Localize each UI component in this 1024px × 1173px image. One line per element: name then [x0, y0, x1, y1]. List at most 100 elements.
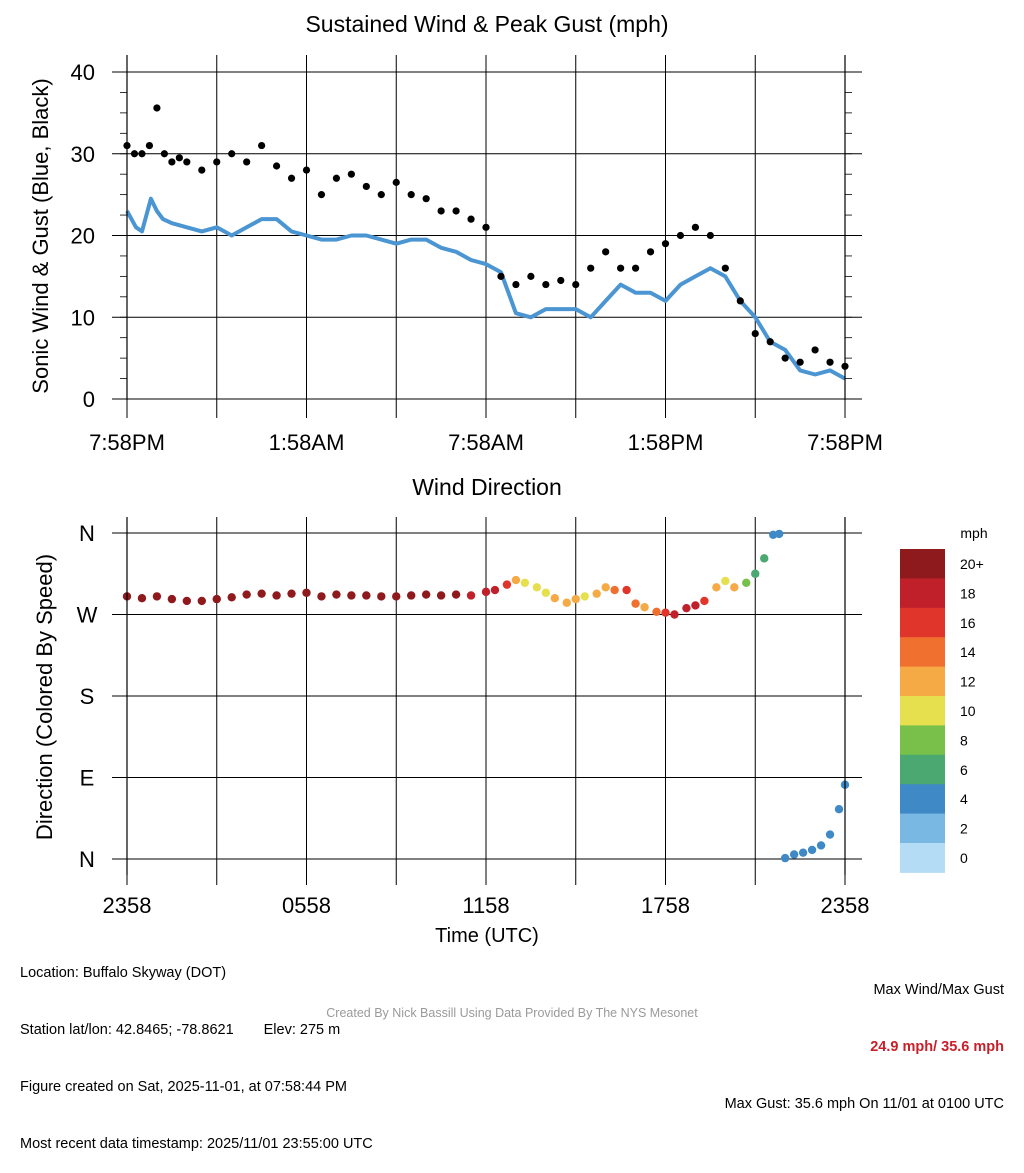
direction-point: [610, 585, 619, 595]
bottom-y-axis-label: Direction (Colored By Speed): [32, 554, 57, 840]
direction-point: [466, 591, 476, 600]
gust-point: [362, 182, 370, 191]
gust-point: [145, 141, 154, 150]
wind-gust-chart: Sustained Wind & Peak Gust (mph) Sonic W…: [28, 11, 883, 455]
direction-point: [834, 804, 844, 814]
direction-point: [257, 589, 266, 598]
gust-point: [691, 223, 700, 231]
top-y-tick-label: 40: [71, 60, 95, 85]
bottom-chart-title: Wind Direction: [412, 474, 562, 500]
direction-point: [227, 593, 236, 602]
bottom-axes: N E S W N 2358 0558 1158 1758 2358: [77, 517, 869, 918]
gust-point: [512, 280, 520, 289]
top-x-tick-label: 1:58PM: [628, 430, 704, 455]
location-text: Location: Buffalo Skyway (DOT): [20, 965, 227, 981]
gust-point: [160, 150, 168, 158]
colorbar-swatch: [900, 843, 945, 873]
direction-point: [287, 589, 296, 598]
gust-point: [661, 240, 670, 248]
gust-point: [482, 223, 490, 231]
bottom-y-tick-label: S: [80, 684, 95, 709]
bottom-x-tick-label: 2358: [103, 893, 152, 918]
colorbar-label: 16: [960, 615, 976, 631]
top-chart-title: Sustained Wind & Peak Gust (mph): [305, 11, 668, 37]
gust-point: [347, 170, 355, 178]
colorbar-label: 2: [960, 821, 968, 837]
gust-point: [183, 158, 191, 166]
gust-point: [138, 150, 146, 158]
recent-data-text: Most recent data timestamp: 2025/11/01 2…: [20, 1136, 373, 1152]
colorbar-label: 14: [960, 644, 976, 660]
direction-point: [490, 585, 500, 595]
credit-text: Created By Nick Bassill Using Data Provi…: [326, 1006, 698, 1020]
colorbar-swatch: [900, 549, 945, 579]
gust-point: [130, 150, 139, 158]
gust-point: [572, 280, 580, 289]
bottom-grid: [112, 517, 862, 875]
gust-point: [392, 178, 400, 186]
direction-point: [751, 569, 760, 578]
direction-point: [670, 610, 679, 619]
direction-point: [532, 583, 542, 592]
gust-point: [796, 358, 804, 366]
top-y-tick-label: 0: [83, 387, 95, 412]
direction-point: [661, 608, 670, 617]
direction-point: [601, 583, 610, 592]
direction-point: [212, 594, 221, 604]
gust-point: [811, 346, 819, 354]
colorbar-label: 18: [960, 585, 976, 601]
top-series: [123, 104, 849, 381]
colorbar-label: 6: [960, 762, 968, 778]
sustained-wind-line: [125, 196, 846, 381]
direction-point: [407, 591, 416, 600]
top-x-tick-label: 7:58PM: [89, 430, 165, 455]
direction-point: [700, 596, 709, 606]
colorbar-swatch: [900, 813, 945, 844]
gust-point: [602, 248, 610, 256]
direction-point: [742, 578, 751, 588]
gust-point: [175, 154, 183, 162]
gust-point: [736, 297, 744, 305]
gust-point: [467, 215, 475, 223]
direction-point: [451, 590, 461, 599]
colorbar-label: 20+: [960, 556, 984, 572]
direction-point: [580, 592, 589, 601]
top-grid: [112, 55, 862, 400]
gust-point: [587, 264, 595, 272]
bottom-x-tick-label: 1158: [462, 893, 509, 918]
station-info: Location: Buffalo Skyway (DOT) Station l…: [20, 926, 373, 1173]
direction-point: [421, 590, 431, 599]
colorbar-label: 0: [960, 850, 968, 866]
bottom-y-tick-label: W: [77, 603, 98, 628]
gust-point: [706, 231, 714, 240]
direction-point: [652, 607, 661, 616]
gust-point: [407, 191, 415, 199]
direction-point: [541, 588, 551, 597]
top-x-tick-label: 7:58PM: [807, 430, 883, 455]
speed-colorbar: mph 20+ 18 16 14 12 10 8 6 4 2 0: [900, 525, 988, 873]
created-text: Figure created on Sat, 2025-11-01, at 07…: [20, 1079, 347, 1095]
direction-point: [798, 848, 808, 857]
top-x-tick-label: 1:58AM: [269, 430, 345, 455]
gust-point: [243, 158, 251, 166]
gust-point: [781, 354, 789, 362]
direction-point: [816, 841, 826, 850]
max-label: Max Wind/Max Gust: [873, 982, 1004, 998]
gust-point: [557, 276, 565, 285]
colorbar-swatch: [900, 754, 945, 785]
gust-point: [422, 195, 430, 203]
colorbar-label: 4: [960, 791, 968, 807]
direction-point: [622, 585, 631, 595]
bottom-y-tick-label: E: [80, 766, 95, 791]
direction-point: [562, 598, 571, 607]
gust-point: [646, 248, 655, 256]
direction-point: [760, 554, 769, 563]
gust-point: [213, 158, 221, 166]
bottom-x-tick-label: 0558: [282, 893, 331, 918]
direction-point: [167, 594, 177, 604]
direction-point: [332, 590, 341, 599]
direction-point: [550, 594, 560, 603]
direction-point: [511, 575, 521, 585]
bottom-x-axis-label: Time (UTC): [435, 925, 539, 947]
gust-point: [228, 150, 236, 158]
